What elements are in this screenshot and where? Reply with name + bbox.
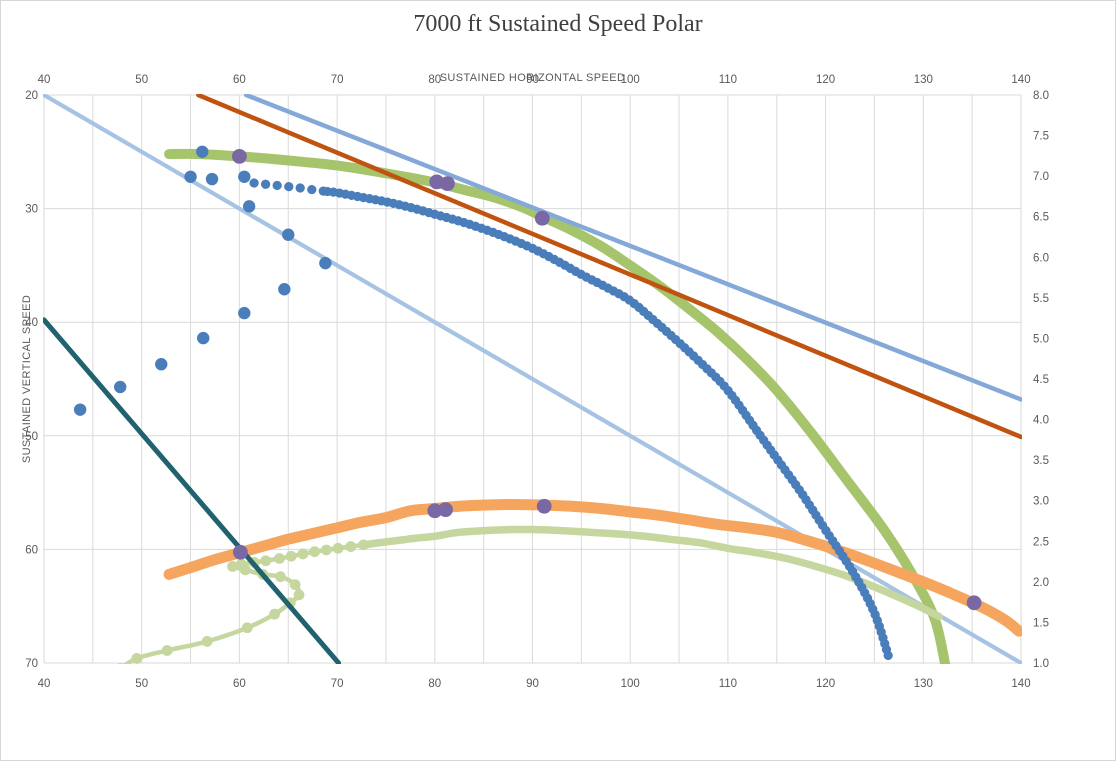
- svg-text:4.0: 4.0: [1033, 415, 1049, 427]
- svg-text:20: 20: [25, 90, 38, 102]
- svg-text:100: 100: [621, 74, 640, 86]
- svg-text:80: 80: [428, 74, 441, 86]
- svg-text:130: 130: [914, 74, 933, 86]
- svg-text:40: 40: [38, 678, 51, 690]
- svg-text:120: 120: [816, 74, 835, 86]
- series-blue-dotted-curve: [322, 186, 894, 664]
- svg-text:30: 30: [25, 204, 38, 216]
- x-axis-title: SUSTAINED HORIZONTAL SPEED: [439, 72, 626, 84]
- series-teal-line: [43, 317, 342, 664]
- series-blue-scatter-points: [73, 145, 332, 416]
- svg-text:5.5: 5.5: [1033, 293, 1049, 305]
- series-orange-endurance-polar: [163, 499, 1022, 637]
- svg-text:100: 100: [621, 678, 640, 690]
- svg-text:140: 140: [1011, 74, 1030, 86]
- svg-text:2.0: 2.0: [1033, 577, 1049, 589]
- svg-text:7.0: 7.0: [1033, 171, 1049, 183]
- svg-text:90: 90: [526, 678, 539, 690]
- svg-text:120: 120: [816, 678, 835, 690]
- svg-text:1.0: 1.0: [1033, 658, 1049, 670]
- svg-text:140: 140: [1011, 678, 1030, 690]
- svg-text:1.5: 1.5: [1033, 617, 1049, 629]
- svg-text:60: 60: [233, 678, 246, 690]
- svg-text:70: 70: [25, 658, 38, 670]
- svg-text:90: 90: [526, 74, 539, 86]
- series-green-speed-polar: [164, 148, 951, 664]
- svg-text:7.5: 7.5: [1033, 131, 1049, 143]
- svg-text:5.0: 5.0: [1033, 333, 1049, 345]
- series-upper-light-blue-line: [243, 94, 1022, 402]
- svg-text:4.5: 4.5: [1033, 374, 1049, 386]
- svg-text:3.5: 3.5: [1033, 455, 1049, 467]
- svg-text:3.0: 3.0: [1033, 496, 1049, 508]
- series-light-green-curve: [359, 525, 943, 621]
- svg-text:40: 40: [25, 317, 38, 329]
- svg-text:50: 50: [25, 431, 38, 443]
- svg-text:110: 110: [719, 74, 737, 86]
- svg-text:6.5: 6.5: [1033, 212, 1049, 224]
- svg-text:50: 50: [135, 74, 148, 86]
- svg-text:40: 40: [38, 74, 51, 86]
- series-blue-dotted-curve-start: [249, 178, 332, 197]
- series-purple-markers: [232, 148, 982, 611]
- svg-text:110: 110: [719, 678, 737, 690]
- svg-text:60: 60: [233, 74, 246, 86]
- svg-text:60: 60: [25, 544, 38, 556]
- series-pale-blue-diagonal: [43, 94, 1022, 664]
- svg-text:130: 130: [914, 678, 933, 690]
- svg-text:80: 80: [428, 678, 441, 690]
- axis-tick-labels: 40 40 50 50 60 60 70 70 80 80 90 90 100 100 110 110 120 1…: [25, 74, 1049, 690]
- svg-text:8.0: 8.0: [1033, 90, 1049, 102]
- chart-title: 7000 ft Sustained Speed Polar: [413, 11, 703, 37]
- svg-text:2.5: 2.5: [1033, 536, 1049, 548]
- series-dark-orange-line: [196, 94, 1022, 440]
- svg-text:50: 50: [135, 678, 148, 690]
- svg-text:70: 70: [331, 74, 344, 86]
- svg-text:6.0: 6.0: [1033, 252, 1049, 264]
- svg-text:70: 70: [331, 678, 344, 690]
